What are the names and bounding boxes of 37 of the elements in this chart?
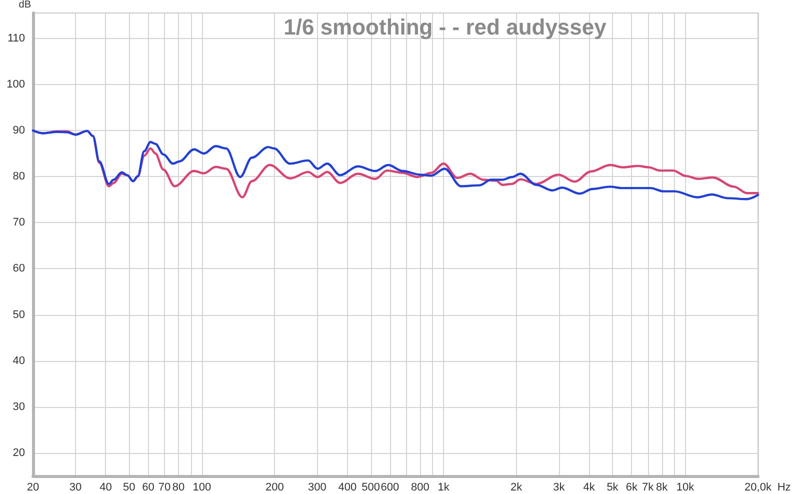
x-tick-label: 20,0k <box>744 482 772 494</box>
chart-title: 1/6 smoothing - - red audyssey <box>284 14 608 40</box>
x-tick-label: 5k <box>606 482 619 494</box>
x-tick-label: 200 <box>265 482 284 494</box>
y-tick-label: 60 <box>12 262 25 275</box>
x-tick-label: 1k <box>438 482 450 494</box>
x-tick-label: 40 <box>100 482 112 494</box>
x-tick-label: 3k <box>553 482 566 494</box>
x-tick-label: 500 <box>362 482 380 494</box>
y-tick-label: 110 <box>7 32 25 44</box>
x-tick-label: 4k <box>583 482 596 494</box>
x-tick-label: 50 <box>123 482 136 494</box>
x-tick-label: 800 <box>410 482 430 494</box>
y-axis-title: dB <box>18 0 32 10</box>
y-tick-label: 70 <box>12 216 25 229</box>
x-tick-label: 80 <box>172 482 185 494</box>
y-tick-label: 30 <box>12 400 25 413</box>
y-tick-label: 100 <box>6 78 25 90</box>
x-tick-label: 30 <box>69 482 82 494</box>
y-tick-label: 20 <box>12 446 25 459</box>
x-axis-title: Hz <box>777 482 791 494</box>
y-tick-label: 50 <box>12 308 25 321</box>
y-tick-label: 40 <box>12 354 25 367</box>
x-tick-label: 10k <box>676 482 695 494</box>
x-tick-label: 8k <box>656 482 668 494</box>
x-tick-label: 400 <box>338 482 357 494</box>
x-tick-label: 600 <box>380 482 400 494</box>
y-tick-label: 80 <box>12 170 25 183</box>
x-tick-label: 60 <box>142 482 154 494</box>
x-tick-label: 20 <box>26 482 40 494</box>
x-tick-label: 6k <box>626 482 638 494</box>
x-tick-label: 300 <box>308 482 326 494</box>
x-tick-label: 7k <box>642 482 654 494</box>
y-tick-label: 90 <box>12 124 25 136</box>
x-tick-label: 100 <box>192 482 212 494</box>
x-tick-label: 70 <box>158 482 171 494</box>
x-tick-label: 2k <box>510 482 523 494</box>
